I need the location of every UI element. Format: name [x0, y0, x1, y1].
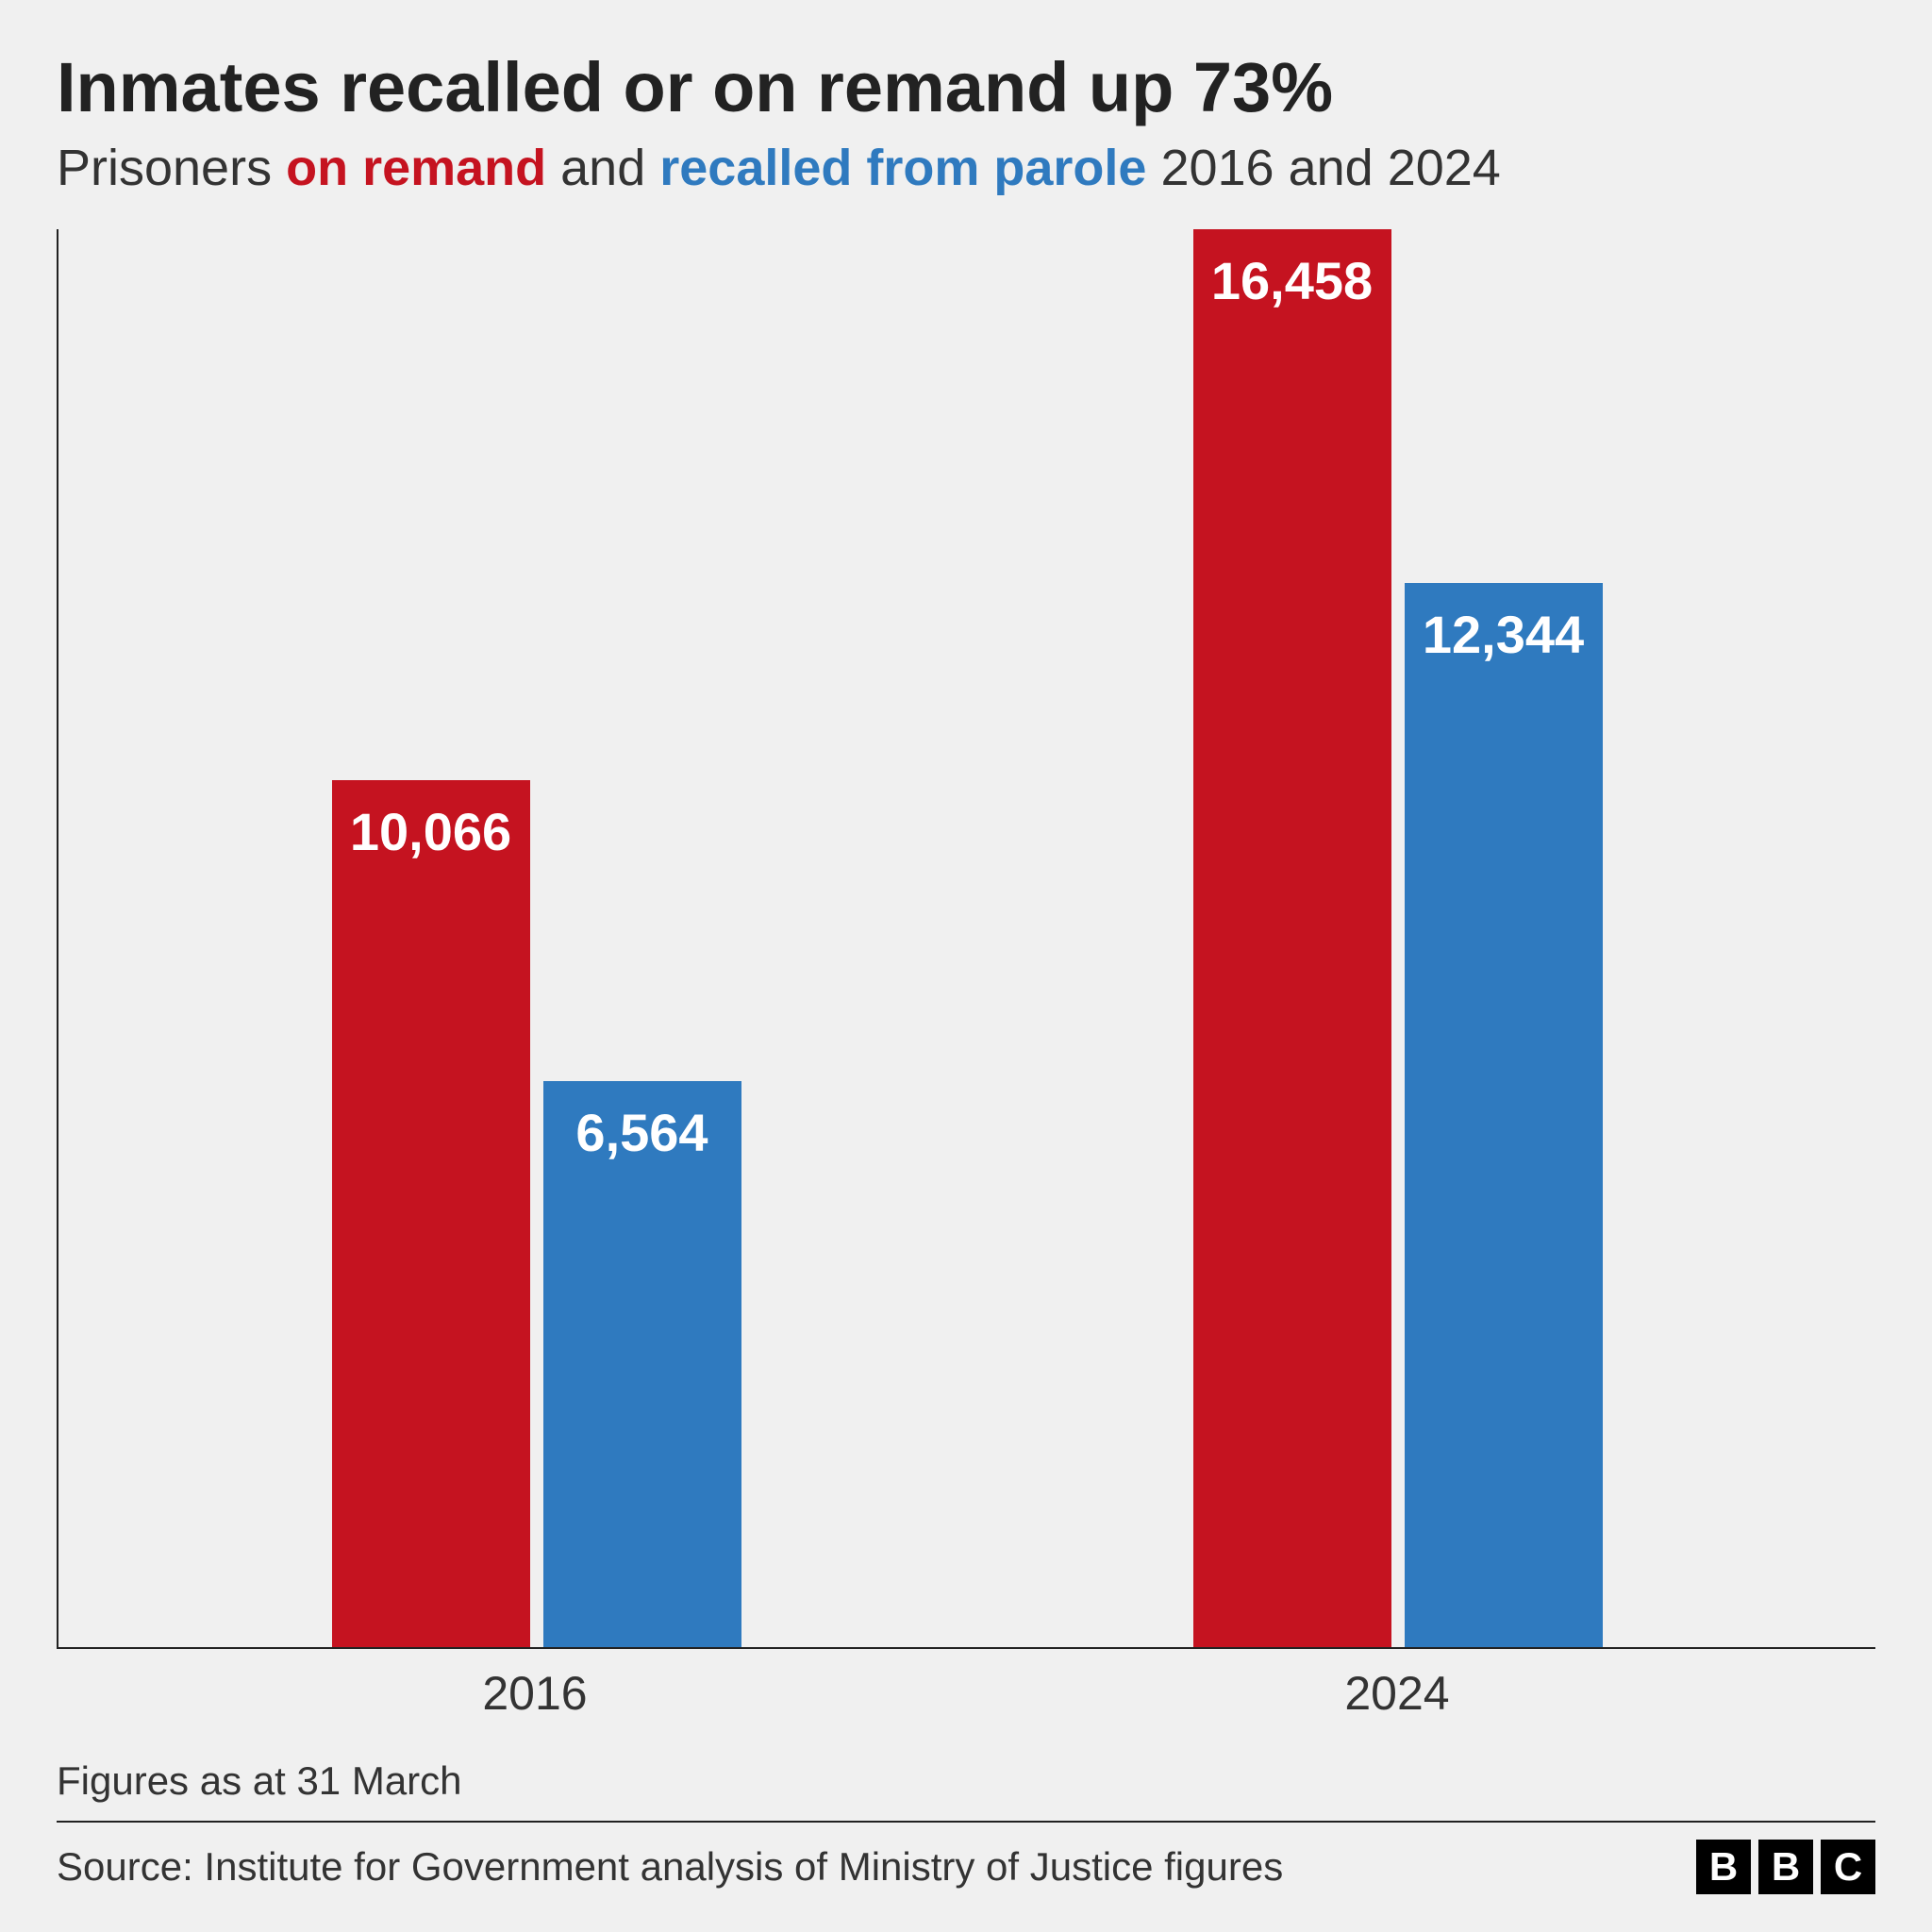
year-group-2024: 16,458 12,344: [1193, 229, 1603, 1647]
footer-row: Source: Institute for Government analysi…: [57, 1821, 1875, 1894]
bar-label: 6,564: [575, 1102, 708, 1163]
subtitle-pre: Prisoners: [57, 140, 286, 196]
chart-subtitle: Prisoners on remand and recalled from pa…: [57, 137, 1875, 201]
chart-container: Inmates recalled or on remand up 73% Pri…: [0, 0, 1932, 1932]
title-block: Inmates recalled or on remand up 73% Pri…: [57, 47, 1875, 201]
subtitle-mid: and: [546, 140, 659, 196]
bar-label: 12,344: [1423, 604, 1584, 665]
bbc-logo-letter: B: [1758, 1840, 1813, 1894]
bar-label: 16,458: [1211, 250, 1373, 311]
bbc-logo-letter: C: [1821, 1840, 1875, 1894]
source-text: Source: Institute for Government analysi…: [57, 1844, 1283, 1890]
subtitle-post: 2016 and 2024: [1146, 140, 1500, 196]
legend-recalled: recalled from parole: [659, 140, 1146, 196]
x-tick-2016: 2016: [330, 1666, 740, 1721]
bar-2024-series1: 16,458: [1193, 229, 1391, 1647]
bar-2016-series1: 10,066: [332, 780, 530, 1648]
bbc-logo-letter: B: [1696, 1840, 1751, 1894]
year-group-2016: 10,066 6,564: [332, 229, 741, 1647]
legend-on-remand: on remand: [286, 140, 546, 196]
plot-area: 10,066 6,564 16,458 12,344: [57, 229, 1875, 1649]
figures-note: Figures as at 31 March: [57, 1758, 1875, 1821]
chart-title: Inmates recalled or on remand up 73%: [57, 47, 1875, 127]
x-axis: 2016 2024: [57, 1649, 1875, 1721]
bar-2024-series2: 12,344: [1405, 583, 1603, 1647]
bbc-logo: BBC: [1696, 1840, 1875, 1894]
bar-label: 10,066: [350, 801, 511, 862]
x-tick-2024: 2024: [1192, 1666, 1602, 1721]
bar-2016-series2: 6,564: [543, 1081, 741, 1647]
